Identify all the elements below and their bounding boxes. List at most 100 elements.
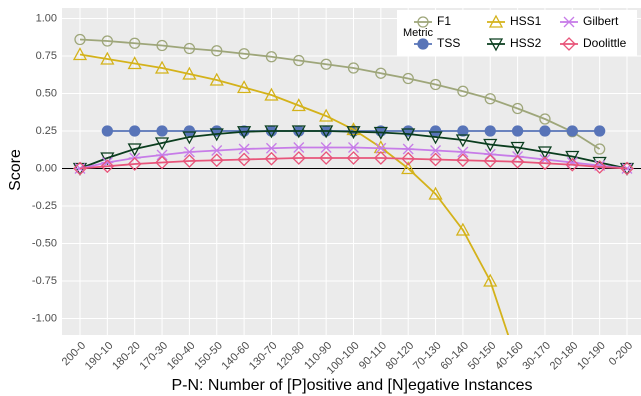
marker [594, 125, 606, 137]
marker [428, 152, 443, 167]
marker [455, 222, 470, 236]
marker [511, 125, 524, 137]
y-tick-label: -0.50 [32, 237, 57, 249]
x-tick-label: 130-70 [247, 340, 280, 373]
x-tick-label: 90-110 [357, 340, 389, 372]
marker [401, 151, 416, 166]
legend-label: Gilbert [583, 14, 619, 28]
marker [264, 87, 279, 101]
marker [209, 153, 224, 168]
marker [292, 142, 305, 153]
marker [537, 146, 553, 160]
marker [74, 33, 86, 46]
x-tick-label: 40-160 [493, 340, 526, 373]
x-tick-label: 10-190 [575, 340, 608, 373]
marker [183, 125, 196, 137]
marker [417, 16, 429, 28]
marker [129, 37, 141, 49]
marker [156, 39, 168, 52]
legend-label: TSS [437, 36, 460, 50]
y-tick-label: 0.50 [36, 87, 57, 99]
marker [346, 151, 361, 165]
marker [347, 142, 360, 153]
y-tick-label: 0.75 [36, 50, 57, 62]
marker [429, 78, 442, 91]
series-line [79, 53, 510, 335]
marker [319, 125, 334, 139]
marker [265, 142, 278, 154]
marker [238, 143, 251, 155]
marker [211, 45, 223, 57]
marker [319, 108, 334, 122]
marker [620, 161, 634, 176]
marker [72, 47, 88, 61]
marker [264, 151, 279, 166]
x-tick-label: 70-130 [411, 340, 444, 373]
marker [154, 60, 170, 74]
marker [375, 67, 387, 79]
marker [182, 154, 197, 168]
marker [73, 161, 87, 176]
marker [210, 145, 223, 156]
marker [510, 154, 525, 169]
marker [457, 85, 469, 97]
x-tick-label: 180-20 [110, 340, 143, 373]
legend-box [397, 10, 637, 56]
panel [62, 8, 641, 335]
marker [101, 125, 113, 137]
marker [428, 131, 443, 145]
marker [457, 125, 469, 137]
marker [293, 54, 305, 67]
marker [183, 146, 196, 158]
marker [565, 150, 580, 164]
marker [563, 16, 575, 28]
marker [401, 161, 416, 175]
y-tick-label: -0.25 [32, 200, 57, 212]
x-tick-label: 120-80 [274, 340, 307, 373]
marker [510, 141, 525, 155]
x-tick-label: 0-200 [607, 340, 635, 368]
marker [291, 125, 306, 139]
marker [238, 48, 250, 60]
marker [592, 160, 607, 174]
marker [209, 72, 224, 86]
marker [347, 62, 360, 74]
marker [127, 56, 142, 70]
marker [511, 102, 524, 115]
marker [265, 51, 278, 63]
marker [401, 128, 416, 142]
marker [539, 113, 551, 125]
series-line [79, 157, 628, 170]
x-tick-label: 20-180 [548, 340, 581, 373]
marker [346, 126, 361, 140]
marker [483, 154, 498, 168]
marker [373, 126, 388, 140]
y-tick-label: -1.00 [32, 312, 57, 324]
marker [156, 125, 168, 137]
marker [209, 128, 224, 142]
legend-label: HSS2 [510, 36, 542, 50]
x-tick-label: 60-140 [438, 340, 471, 373]
marker [182, 66, 197, 80]
marker [129, 125, 141, 137]
x-tick-label: 80-120 [384, 340, 417, 373]
marker [484, 125, 496, 137]
marker [483, 273, 498, 287]
marker [402, 143, 415, 155]
marker [538, 156, 552, 171]
marker [594, 143, 606, 155]
marker [183, 42, 196, 55]
marker [488, 38, 504, 52]
x-tick-label: 160-40 [165, 340, 198, 373]
marker [562, 37, 576, 51]
x-tick-label: 30-170 [520, 340, 553, 373]
marker [455, 153, 470, 168]
marker [182, 131, 197, 145]
marker [566, 125, 578, 137]
marker [483, 138, 498, 152]
y-tick-label: -0.75 [32, 275, 57, 287]
marker [429, 145, 442, 156]
x-tick-label: 150-50 [192, 340, 225, 373]
marker [429, 125, 442, 137]
